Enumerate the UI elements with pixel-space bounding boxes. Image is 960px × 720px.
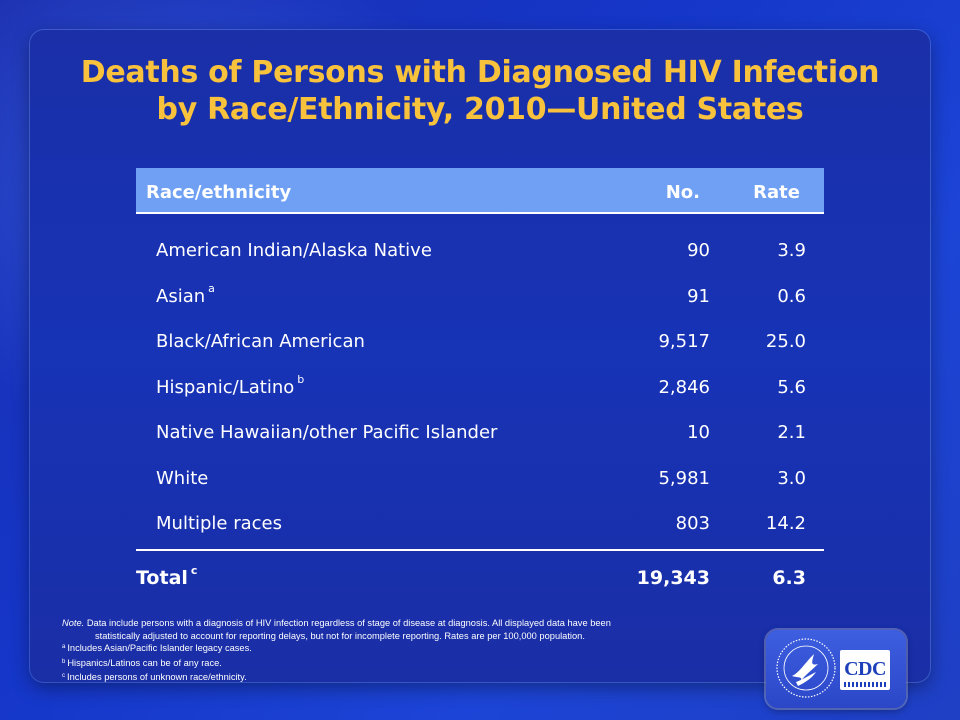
footnote-a: a Includes Asian/Pacific Islander legacy … bbox=[62, 643, 252, 653]
row-number: 2,846 bbox=[658, 376, 710, 398]
data-table: Race/ethnicity No. Rate American Indian/… bbox=[136, 168, 824, 601]
row-label: Asian a bbox=[156, 281, 215, 307]
footnotes: Note. Data include persons with a diagno… bbox=[62, 617, 762, 686]
title-line-1: Deaths of Persons with Diagnosed HIV Inf… bbox=[80, 55, 880, 90]
row-label: Native Hawaiian/other Pacific Islander bbox=[156, 422, 498, 443]
row-number: 10 bbox=[687, 422, 710, 443]
table-row: Hispanic/Latino b 2,846 5.6 bbox=[136, 361, 824, 407]
hhs-eagle-seal-icon bbox=[776, 638, 836, 698]
table-row: White 5,981 3.0 bbox=[136, 452, 824, 498]
table-total-row: Total c 19,343 6.3 bbox=[136, 551, 824, 601]
cdc-logo-box: CDC bbox=[840, 650, 890, 690]
total-number: 19,343 bbox=[636, 566, 710, 589]
row-label: Multiple races bbox=[156, 513, 282, 534]
row-label: White bbox=[156, 467, 209, 489]
row-label: Black/African American bbox=[156, 331, 365, 352]
footnote-b: b Hispanics/Latinos can be of any race. bbox=[62, 657, 222, 668]
note-line-2: statistically adjusted to account for re… bbox=[95, 630, 585, 641]
row-rate: 2.1 bbox=[777, 422, 806, 443]
total-label: Total c bbox=[136, 563, 198, 589]
content-panel bbox=[30, 30, 930, 682]
table-row: Asian a 91 0.6 bbox=[136, 270, 824, 316]
slide-title: Deaths of Persons with Diagnosed HIV Inf… bbox=[30, 54, 930, 128]
table-header: Race/ethnicity No. Rate bbox=[136, 168, 824, 214]
table-body: American Indian/Alaska Native 90 3.9 Asi… bbox=[136, 214, 824, 551]
note-label: Note. bbox=[62, 618, 85, 628]
footnote-marker: b bbox=[297, 372, 305, 386]
table-row: Black/African American 9,517 25.0 bbox=[136, 315, 824, 361]
row-rate: 3.9 bbox=[777, 240, 806, 261]
row-rate: 0.6 bbox=[777, 285, 806, 307]
row-number: 9,517 bbox=[658, 331, 710, 352]
row-rate: 3.0 bbox=[777, 467, 806, 489]
row-number: 91 bbox=[687, 285, 710, 307]
table-row: Multiple races 803 14.2 bbox=[136, 497, 824, 543]
total-rate: 6.3 bbox=[772, 566, 806, 589]
footnote-c: c Includes persons of unknown race/ethnic… bbox=[62, 672, 247, 682]
hhs-cdc-logo: CDC bbox=[766, 630, 906, 708]
cdc-logo-text: CDC bbox=[844, 658, 886, 680]
header-rate: Rate bbox=[753, 182, 800, 203]
header-number: No. bbox=[665, 182, 700, 203]
note-line-1: Note. Data include persons with a diagno… bbox=[62, 618, 611, 628]
row-number: 5,981 bbox=[658, 467, 710, 489]
footnote-marker: a bbox=[208, 281, 215, 295]
footnote-marker: c bbox=[190, 563, 198, 577]
row-label: American Indian/Alaska Native bbox=[156, 240, 432, 261]
row-rate: 5.6 bbox=[777, 376, 806, 398]
table-row: American Indian/Alaska Native 90 3.9 bbox=[136, 224, 824, 270]
cdc-logo-stripes bbox=[844, 682, 886, 687]
row-label: Hispanic/Latino b bbox=[156, 372, 305, 398]
row-rate: 25.0 bbox=[765, 331, 806, 352]
row-number: 803 bbox=[675, 513, 710, 534]
row-number: 90 bbox=[687, 240, 710, 261]
header-race-ethnicity: Race/ethnicity bbox=[146, 182, 292, 203]
row-rate: 14.2 bbox=[765, 513, 806, 534]
table-row: Native Hawaiian/other Pacific Islander 1… bbox=[136, 406, 824, 452]
title-line-2: by Race/Ethnicity, 2010—United States bbox=[156, 92, 804, 127]
